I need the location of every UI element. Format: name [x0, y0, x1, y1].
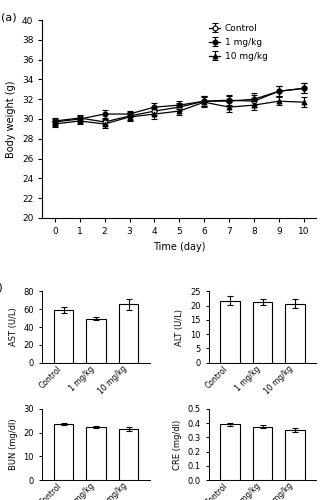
Bar [86, 426, 106, 480]
Bar [253, 426, 272, 480]
Bar [86, 318, 106, 362]
Bar [220, 300, 240, 362]
Bar [220, 424, 240, 480]
Bar [54, 310, 73, 362]
Legend: Control, 1 mg/kg, 10 mg/kg: Control, 1 mg/kg, 10 mg/kg [206, 20, 271, 65]
Bar [119, 429, 138, 480]
X-axis label: Time (day): Time (day) [153, 242, 206, 252]
Y-axis label: BUN (mg/dl): BUN (mg/dl) [9, 418, 18, 470]
Text: (a): (a) [1, 12, 17, 22]
Bar [119, 304, 138, 362]
Y-axis label: ALT (U/L): ALT (U/L) [175, 308, 185, 346]
Bar [285, 304, 305, 362]
Y-axis label: Body weight (g): Body weight (g) [6, 80, 16, 158]
Y-axis label: CRE (mg/dl): CRE (mg/dl) [173, 420, 182, 470]
Bar [285, 430, 305, 480]
Bar [54, 424, 73, 480]
Bar [253, 302, 272, 362]
Y-axis label: AST (U/L): AST (U/L) [9, 308, 18, 346]
Text: (b): (b) [0, 283, 2, 293]
